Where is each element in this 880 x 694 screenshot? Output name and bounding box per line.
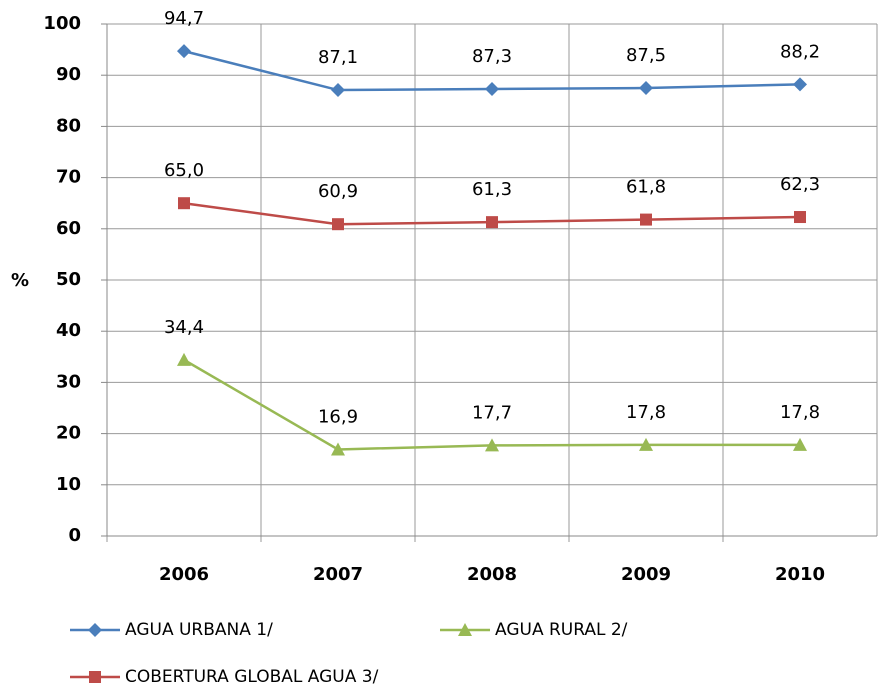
- data-label: 88,2: [780, 41, 820, 62]
- y-tick-label: 100: [43, 13, 81, 34]
- data-label: 61,3: [472, 179, 512, 200]
- data-point: [794, 211, 806, 224]
- data-point: [332, 218, 344, 231]
- y-tick-label: 80: [56, 115, 81, 136]
- data-label: 65,0: [164, 160, 204, 181]
- data-label: 94,7: [164, 8, 204, 29]
- data-point: [331, 83, 345, 98]
- data-label: 17,8: [780, 402, 820, 423]
- data-label: 87,3: [472, 46, 512, 67]
- x-tick-label: 2010: [775, 564, 825, 585]
- legend-marker: [458, 623, 472, 636]
- data-point: [486, 216, 498, 229]
- legend-label: AGUA RURAL 2/: [495, 620, 628, 640]
- data-point: [485, 82, 499, 97]
- data-label: 61,8: [626, 177, 666, 198]
- data-label: 34,4: [164, 317, 204, 338]
- y-tick-label: 10: [56, 474, 81, 495]
- legend-label: AGUA URBANA 1/: [125, 620, 273, 640]
- y-tick-label: 20: [56, 423, 81, 444]
- data-label: 17,8: [626, 402, 666, 423]
- data-point: [639, 81, 653, 95]
- data-point: [640, 213, 652, 226]
- data-point: [178, 197, 190, 210]
- data-point: [177, 352, 191, 366]
- data-point: [793, 437, 807, 451]
- y-tick-label: 60: [56, 218, 81, 239]
- data-point: [177, 44, 191, 59]
- y-tick-label: 70: [56, 167, 81, 188]
- x-tick-label: 2009: [621, 564, 671, 585]
- y-axis-label: %: [11, 270, 29, 291]
- legend-marker: [88, 623, 102, 637]
- data-label: 16,9: [318, 406, 358, 427]
- data-point: [331, 442, 345, 456]
- data-label: 87,5: [626, 45, 666, 66]
- x-tick-label: 2006: [159, 564, 209, 585]
- data-label: 87,1: [318, 47, 358, 68]
- legend-marker: [89, 671, 101, 683]
- x-tick-label: 2008: [467, 564, 517, 585]
- data-point: [793, 77, 807, 92]
- data-point: [485, 438, 499, 452]
- data-label: 62,3: [780, 174, 820, 195]
- data-label: 60,9: [318, 181, 358, 202]
- y-tick-label: 30: [56, 371, 81, 392]
- data-label: 17,7: [472, 402, 512, 423]
- y-tick-label: 90: [56, 64, 81, 85]
- data-point: [639, 437, 653, 451]
- y-tick-label: 50: [56, 269, 81, 290]
- y-tick-label: 0: [68, 525, 81, 546]
- y-tick-label: 40: [56, 320, 81, 341]
- legend-label: COBERTURA GLOBAL AGUA 3/: [125, 667, 379, 687]
- x-tick-label: 2007: [313, 564, 363, 585]
